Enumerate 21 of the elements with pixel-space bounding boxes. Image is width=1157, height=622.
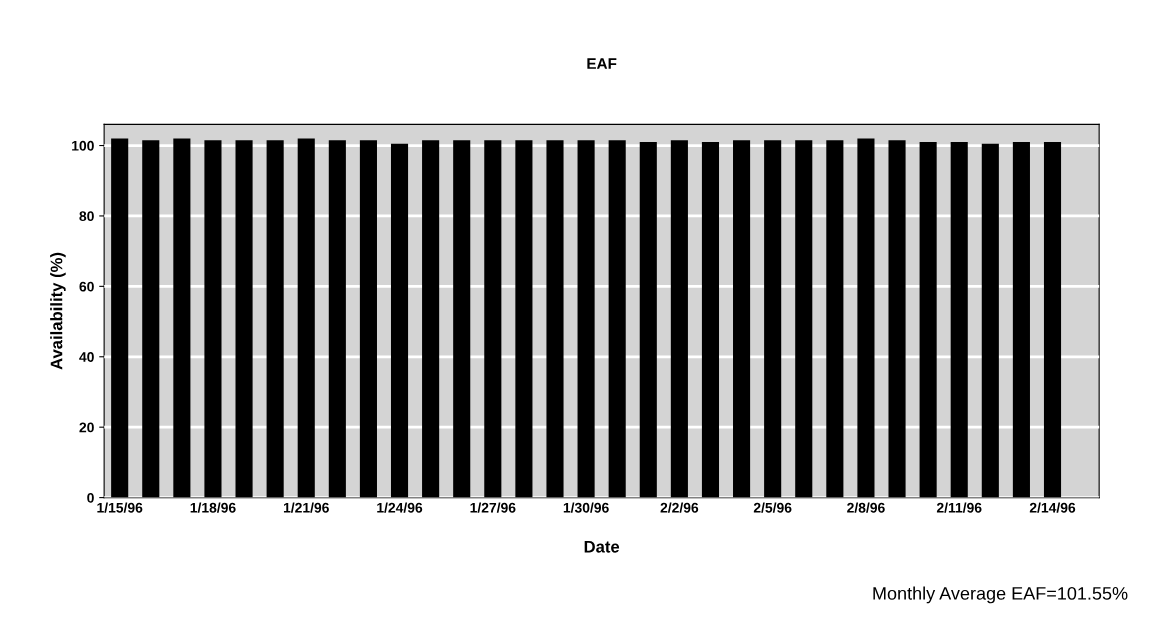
x-tick-label: 2/11/96 xyxy=(936,502,982,513)
x-tick-label: 1/15/96 xyxy=(97,502,143,513)
x-tick-label: 2/2/96 xyxy=(660,502,699,513)
y-tick-label: 80 xyxy=(79,211,94,222)
x-tick-label: 2/14/96 xyxy=(1029,502,1076,513)
y-tick-label: 40 xyxy=(79,352,94,362)
x-tick-label: 1/24/96 xyxy=(377,502,423,513)
y-tick-label: 20 xyxy=(79,422,94,433)
x-tick-label: 2/8/96 xyxy=(847,502,885,513)
text: Monthly Average EAF=101.55% xyxy=(873,586,1128,604)
x-tick-label: 1/30/96 xyxy=(563,502,609,513)
x-tick-label: 1/18/96 xyxy=(190,502,236,513)
x-axis-title: Date xyxy=(584,541,620,553)
chart-title: EAF xyxy=(587,58,617,69)
y-tick-label: 60 xyxy=(79,281,94,292)
y-axis-title: Availability (%) xyxy=(50,252,66,370)
x-tick-label: 1/27/96 xyxy=(470,502,516,513)
x-tick-label: 2/5/96 xyxy=(753,502,792,513)
y-tick-label: 0 xyxy=(87,492,94,503)
y-tick-label: 100 xyxy=(72,140,94,151)
x-tick-label: 1/21/96 xyxy=(283,502,329,513)
